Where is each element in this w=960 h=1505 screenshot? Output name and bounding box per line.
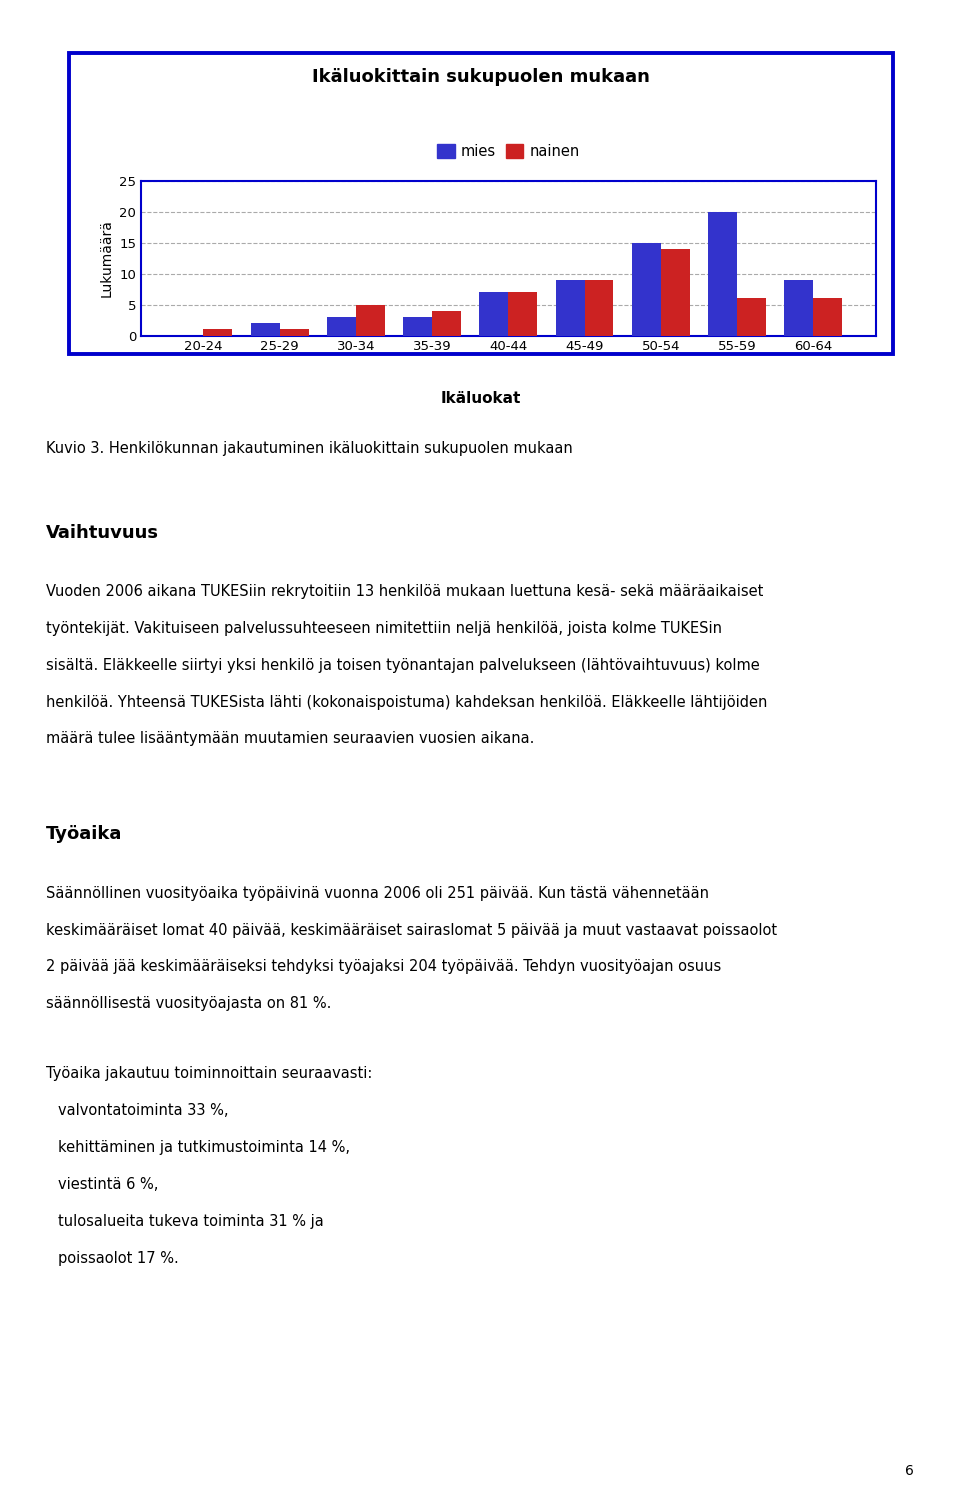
Bar (585, 280, 613, 336)
Bar (204, 330, 232, 336)
Text: Säännöllinen vuosityöaika työpäivinä vuonna 2006 oli 251 päivää. Kun tästä vähen: Säännöllinen vuosityöaika työpäivinä vuo… (46, 885, 709, 900)
Bar (784, 280, 813, 336)
Text: Ikäluokat: Ikäluokat (441, 391, 521, 406)
Y-axis label: Lukumäärä: Lukumäärä (100, 220, 113, 296)
Text: Työaika: Työaika (46, 825, 123, 843)
Bar (327, 318, 356, 336)
Bar (632, 242, 660, 336)
Text: Ikäluokittain sukupuolen mukaan: Ikäluokittain sukupuolen mukaan (312, 68, 650, 86)
Text: säännöllisestä vuosityöajasta on 81 %.: säännöllisestä vuosityöajasta on 81 %. (46, 996, 331, 1011)
Bar (737, 298, 766, 336)
Bar (432, 312, 461, 336)
Bar (279, 330, 308, 336)
Bar (660, 248, 689, 336)
Text: Vuoden 2006 aikana TUKESiin rekrytoitiin 13 henkilöä mukaan luettuna kesä- sekä : Vuoden 2006 aikana TUKESiin rekrytoitiin… (46, 584, 763, 599)
Bar (556, 280, 585, 336)
Text: Vaihtuvuus: Vaihtuvuus (46, 524, 159, 542)
Legend: mies, nainen: mies, nainen (431, 138, 586, 166)
Text: keskimääräiset lomat 40 päivää, keskimääräiset sairaslomat 5 päivää ja muut vast: keskimääräiset lomat 40 päivää, keskimää… (46, 923, 778, 938)
Bar (356, 304, 385, 336)
Text: tulosalueita tukeva toiminta 31 % ja: tulosalueita tukeva toiminta 31 % ja (58, 1215, 324, 1228)
Bar (708, 212, 737, 336)
Text: määrä tulee lisääntymään muutamien seuraavien vuosien aikana.: määrä tulee lisääntymään muutamien seura… (46, 731, 535, 746)
Text: kehittäminen ja tutkimustoiminta 14 %,: kehittäminen ja tutkimustoiminta 14 %, (58, 1141, 349, 1154)
Text: valvontatoiminta 33 %,: valvontatoiminta 33 %, (58, 1103, 228, 1118)
Text: poissaolot 17 %.: poissaolot 17 %. (58, 1251, 179, 1266)
Bar (479, 292, 509, 336)
Text: sisältä. Eläkkeelle siirtyi yksi henkilö ja toisen työnantajan palvelukseen (läh: sisältä. Eläkkeelle siirtyi yksi henkilö… (46, 658, 759, 673)
Bar (251, 324, 279, 336)
Bar (509, 292, 538, 336)
Text: työntekijät. Vakituiseen palvelussuhteeseen nimitettiin neljä henkilöä, joista k: työntekijät. Vakituiseen palvelussuhtees… (46, 622, 722, 635)
Text: 6: 6 (905, 1464, 914, 1478)
Text: Kuvio 3. Henkilökunnan jakautuminen ikäluokittain sukupuolen mukaan: Kuvio 3. Henkilökunnan jakautuminen ikäl… (46, 441, 573, 456)
Text: Työaika jakautuu toiminnoittain seuraavasti:: Työaika jakautuu toiminnoittain seuraava… (46, 1067, 372, 1081)
Bar (403, 318, 432, 336)
Text: henkilöä. Yhteensä TUKESista lähti (kokonaispoistuma) kahdeksan henkilöä. Eläkke: henkilöä. Yhteensä TUKESista lähti (koko… (46, 695, 767, 709)
Bar (813, 298, 842, 336)
Text: viestintä 6 %,: viestintä 6 %, (58, 1177, 158, 1192)
Text: 2 päivää jää keskimääräiseksi tehdyksi työajaksi 204 työpäivää. Tehdyn vuosityöa: 2 päivää jää keskimääräiseksi tehdyksi t… (46, 960, 721, 974)
